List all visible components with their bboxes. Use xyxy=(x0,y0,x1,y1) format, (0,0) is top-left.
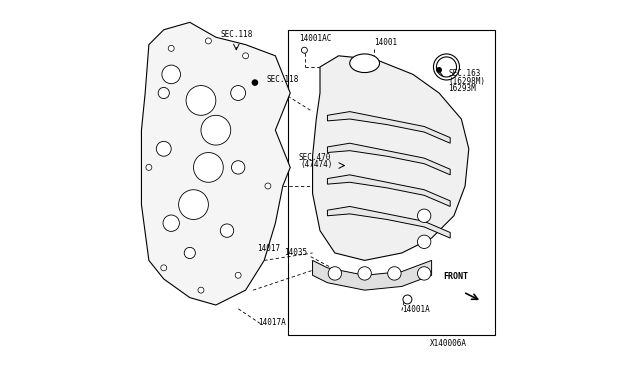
Polygon shape xyxy=(312,260,431,290)
Circle shape xyxy=(193,153,223,182)
Polygon shape xyxy=(328,206,450,238)
Text: 14017: 14017 xyxy=(257,244,280,253)
Text: 14035: 14035 xyxy=(284,248,307,257)
Polygon shape xyxy=(312,56,468,260)
Circle shape xyxy=(201,115,231,145)
Text: (47474): (47474) xyxy=(301,160,333,169)
Text: 14017A: 14017A xyxy=(259,318,286,327)
Circle shape xyxy=(179,190,209,219)
Text: 14001: 14001 xyxy=(374,38,397,46)
FancyBboxPatch shape xyxy=(289,30,495,335)
Circle shape xyxy=(161,265,167,271)
Circle shape xyxy=(358,267,371,280)
Text: 14001AC: 14001AC xyxy=(300,34,332,43)
Circle shape xyxy=(232,161,245,174)
Text: 16293M: 16293M xyxy=(449,84,476,93)
Circle shape xyxy=(328,267,342,280)
Text: X140006A: X140006A xyxy=(430,339,467,348)
Circle shape xyxy=(163,215,179,231)
Circle shape xyxy=(186,86,216,115)
Circle shape xyxy=(162,65,180,84)
Text: (16298M): (16298M) xyxy=(449,77,485,86)
Polygon shape xyxy=(328,175,450,206)
Circle shape xyxy=(403,295,412,304)
Text: SEC.118: SEC.118 xyxy=(220,30,253,39)
Circle shape xyxy=(417,209,431,222)
Circle shape xyxy=(243,53,248,59)
Circle shape xyxy=(252,80,257,85)
Text: SEC.470: SEC.470 xyxy=(299,153,331,162)
Circle shape xyxy=(388,267,401,280)
Circle shape xyxy=(198,287,204,293)
Circle shape xyxy=(156,141,172,156)
Circle shape xyxy=(301,47,307,53)
Circle shape xyxy=(417,235,431,248)
Text: SEC.163: SEC.163 xyxy=(449,69,481,78)
Circle shape xyxy=(437,68,441,72)
Circle shape xyxy=(205,38,211,44)
Text: 14001A: 14001A xyxy=(402,305,429,314)
Circle shape xyxy=(265,183,271,189)
Circle shape xyxy=(158,87,170,99)
Ellipse shape xyxy=(349,54,380,73)
Circle shape xyxy=(235,272,241,278)
Circle shape xyxy=(168,45,174,51)
Circle shape xyxy=(220,224,234,237)
Polygon shape xyxy=(328,112,450,143)
Polygon shape xyxy=(328,143,450,175)
Polygon shape xyxy=(141,22,291,305)
Circle shape xyxy=(231,86,246,100)
Text: FRONT: FRONT xyxy=(444,272,468,281)
Circle shape xyxy=(417,267,431,280)
Circle shape xyxy=(146,164,152,170)
Text: SEC.118: SEC.118 xyxy=(266,76,298,84)
Circle shape xyxy=(184,247,195,259)
